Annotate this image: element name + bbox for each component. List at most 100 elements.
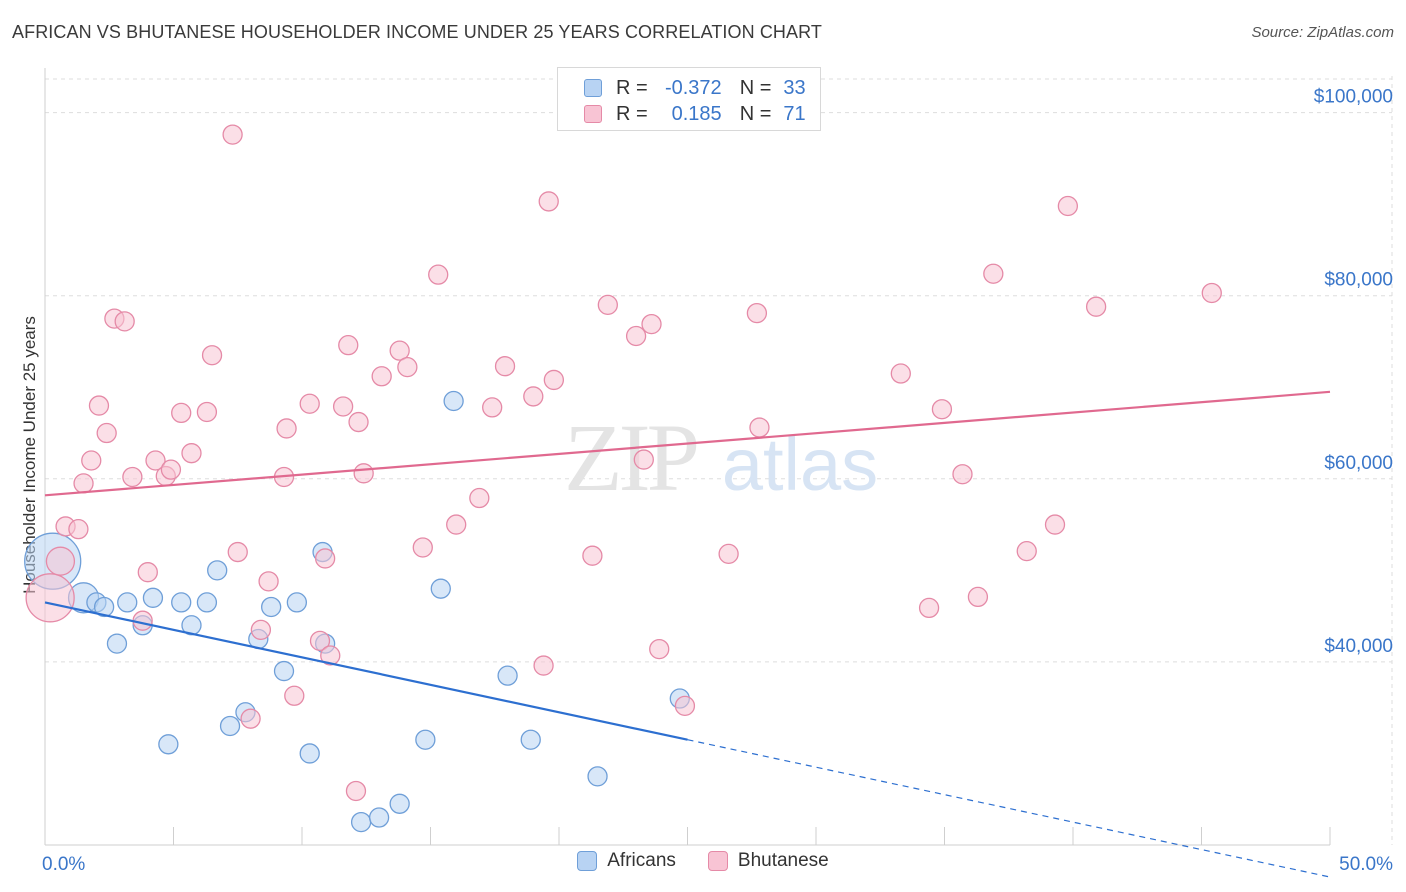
bhutanese-point: [983, 263, 1004, 284]
y-tick-label: $100,000: [1314, 87, 1393, 108]
x-tick-label: 0.0%: [42, 854, 85, 875]
africans-point: [286, 592, 308, 613]
bhutanese-point: [240, 708, 261, 729]
bhutanese-point: [258, 571, 279, 592]
axis-layer: [44, 68, 1331, 846]
bhutanese-point: [171, 402, 192, 424]
bhutanese-point: [482, 397, 503, 418]
legend-label-bhutanese: Bhutanese: [737, 850, 829, 871]
tick-labels: $40,000 $60,000 $80,000 $100,000 0.0% 50.0%: [42, 87, 1393, 875]
africans-point: [261, 596, 282, 618]
n-value: 33: [783, 76, 806, 99]
bhutanese-point: [543, 369, 565, 391]
bhutanese-point: [469, 487, 490, 509]
bhutanese-point: [73, 473, 94, 494]
africans-point: [299, 743, 320, 764]
trend-layer: [44, 390, 1331, 878]
africans-point: [158, 734, 179, 755]
bhutanese-point: [494, 356, 516, 377]
bhutanese-trend-line: [44, 390, 1331, 497]
africans-point: [443, 390, 464, 412]
bhutanese-point: [641, 313, 662, 335]
bhutanese-point: [952, 464, 973, 485]
bhutanese-point: [132, 610, 153, 631]
africans-point: [93, 596, 115, 618]
r-label: R =: [616, 76, 648, 99]
watermark-zip: ZIP: [564, 404, 697, 511]
y-tick-label: $60,000: [1324, 453, 1393, 474]
bhutanese-point: [674, 695, 696, 716]
bhutanese-point: [201, 345, 223, 366]
legend-item-bhutanese[interactable]: Bhutanese: [707, 850, 829, 872]
bhutanese-point: [338, 334, 359, 356]
watermark-atlas: atlas: [722, 423, 878, 506]
bhutanese-point: [446, 514, 467, 535]
africans-point: [273, 660, 295, 682]
bhutanese-point: [122, 466, 143, 488]
bhutanese-point: [227, 541, 248, 563]
africans-point: [368, 807, 390, 828]
r-value: -0.372: [664, 76, 722, 99]
bhutanese-point: [160, 459, 182, 480]
chart-title: AFRICAN VS BHUTANESE HOUSEHOLDER INCOME …: [12, 22, 823, 42]
bhutanese-point: [137, 562, 158, 583]
series-africans: [24, 390, 690, 833]
africans-point: [587, 766, 608, 787]
bhutanese-point: [284, 685, 305, 706]
bhutanese-point: [523, 386, 544, 407]
bhutanese-point: [746, 302, 768, 324]
bhutanese-point: [749, 417, 770, 438]
africans-point: [196, 592, 218, 613]
r-value: 0.185: [671, 102, 722, 125]
bhutanese-point: [918, 597, 940, 619]
africans-point: [106, 633, 128, 654]
africans-point: [142, 587, 164, 608]
bhutanese-point: [582, 545, 603, 566]
bhutanese-point: [309, 630, 331, 651]
bhutanese-swatch: [584, 105, 602, 123]
r-label: R =: [616, 102, 648, 125]
bhutanese-point: [45, 546, 76, 576]
bhutanese-legend-swatch: [707, 851, 728, 871]
africans-point: [219, 715, 241, 737]
bhutanese-point: [345, 780, 367, 802]
n-value: 71: [783, 102, 806, 125]
legend-item-africans[interactable]: Africans: [577, 850, 676, 872]
bhutanese-point: [181, 443, 202, 464]
bhutanese-point: [81, 450, 102, 471]
bhutanese-point: [314, 548, 336, 569]
bhutanese-point: [1057, 195, 1079, 217]
africans-point: [430, 578, 451, 599]
africans-point: [117, 592, 138, 613]
bhutanese-point: [332, 396, 354, 417]
bhutanese-point: [931, 399, 953, 420]
bhutanese-point: [114, 311, 135, 332]
source-credit: Source: ZipAtlas.com: [1251, 24, 1394, 41]
africans-point: [497, 665, 518, 686]
bhutanese-point: [371, 366, 392, 387]
africans-point: [389, 793, 410, 814]
africans-point: [415, 729, 436, 750]
bhutanese-point: [25, 573, 75, 623]
bhutanese-point: [397, 356, 418, 378]
bhutanese-point: [1201, 282, 1222, 304]
bhutanese-point: [88, 395, 110, 416]
bhutanese-point: [196, 401, 218, 423]
x-tick-label: 50.0%: [1339, 854, 1393, 875]
bhutanese-point: [428, 264, 449, 285]
bhutanese-point: [649, 638, 670, 660]
correlation-legend: R = -0.372 N = 33 R = 0.185 N = 71: [557, 67, 821, 131]
legend-row-bhutanese: R = 0.185 N = 71: [558, 101, 806, 127]
bhutanese-point: [1044, 514, 1066, 535]
africans-point: [520, 729, 541, 750]
bhutanese-point: [276, 418, 297, 439]
africans-point: [350, 811, 372, 833]
africans-trend-line: [44, 601, 688, 741]
n-label: N =: [739, 76, 772, 99]
bhutanese-point: [625, 325, 647, 347]
bhutanese-point: [533, 655, 554, 676]
series-legend: Africans Bhutanese: [0, 850, 1406, 872]
bhutanese-point: [633, 449, 654, 470]
bhutanese-point: [68, 519, 89, 540]
bhutanese-point: [389, 340, 410, 361]
